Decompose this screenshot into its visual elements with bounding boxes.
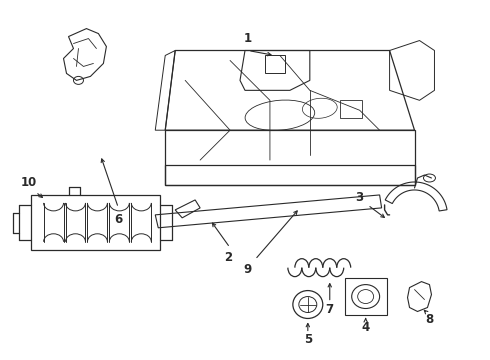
Bar: [30, 195, 160, 250]
Bar: [345, 278, 387, 315]
Text: 10: 10: [21, 176, 37, 189]
Text: 9: 9: [244, 263, 252, 276]
Text: 8: 8: [425, 313, 434, 326]
Text: 3: 3: [356, 192, 364, 204]
Bar: [265, 55, 285, 73]
Text: 7: 7: [326, 303, 334, 316]
Text: 5: 5: [304, 333, 312, 346]
Text: 1: 1: [244, 32, 252, 45]
Text: 4: 4: [362, 321, 370, 334]
Text: 2: 2: [224, 251, 232, 264]
Bar: [340, 100, 362, 118]
Text: 6: 6: [114, 213, 122, 226]
